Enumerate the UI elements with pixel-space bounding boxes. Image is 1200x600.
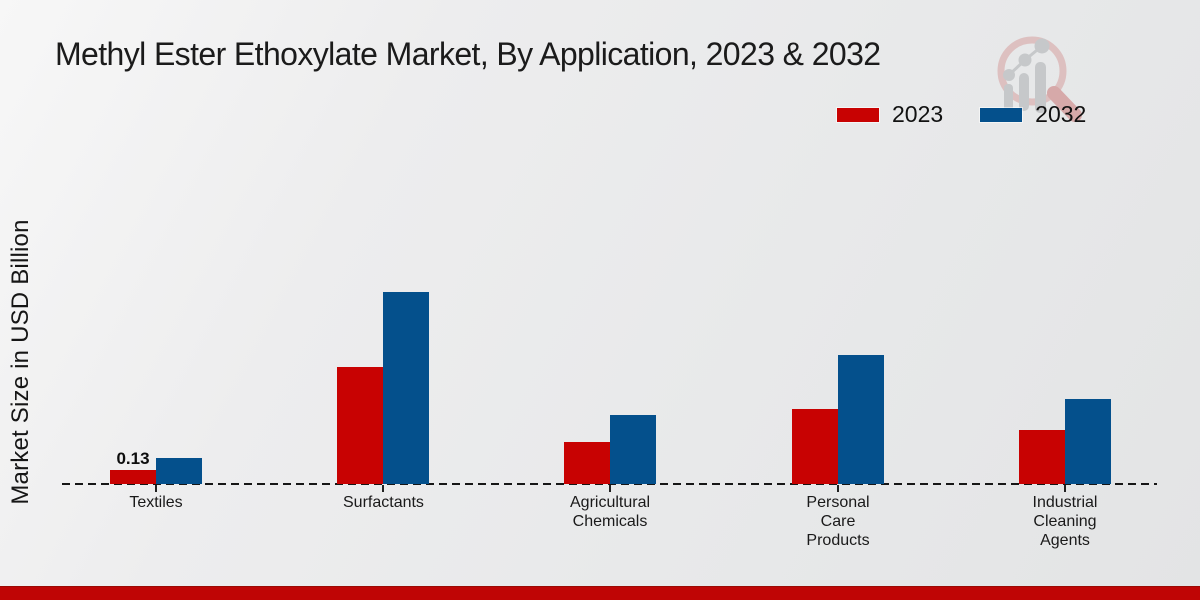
bar-2023-textiles [110,470,156,484]
bar-2032-personal-care-products [838,355,884,484]
legend-label-2023: 2023 [892,101,944,127]
legend-item-2032: 2032 [980,101,1086,128]
legend-swatch-2032 [980,107,1023,122]
axis-baseline [62,483,1157,485]
x-axis-tick [382,485,384,492]
x-axis-label-personal-care-products: Personal Care Products [768,493,908,550]
x-axis-tick [1064,485,1066,492]
legend-item-2023: 2023 [837,101,943,128]
bar-2032-industrial-cleaning-agents [1065,399,1111,484]
x-axis-label-text: Textiles [129,494,183,511]
x-axis-tick [609,485,611,492]
legend-swatch-2023 [837,107,879,122]
x-axis-tick [155,485,157,492]
x-axis-label-surfactants: Surfactants [313,493,453,512]
x-axis-label-text: Industrial Cleaning Agents [1032,494,1098,549]
bar-2032-agricultural-chemicals [610,415,656,484]
x-axis-label-text: Personal Care Products [806,494,870,549]
bar-2032-surfactants [383,292,429,484]
x-axis-label-industrial-cleaning-agents: Industrial Cleaning Agents [995,493,1135,550]
x-axis-label-text: Surfactants [343,494,424,511]
footer-accent-band [0,586,1200,600]
x-axis-label-text: Agricultural Chemicals [570,494,651,530]
bar-2023-industrial-cleaning-agents [1019,430,1065,484]
chart-title: Methyl Ester Ethoxylate Market, By Appli… [55,36,881,72]
x-axis-tick [837,485,839,492]
bar-2032-textiles [156,458,202,484]
bar-2023-personal-care-products [792,409,838,484]
x-axis-label-textiles: Textiles [86,493,226,512]
bar-2023-agricultural-chemicals [564,442,610,484]
legend-label-2032: 2032 [1035,101,1087,127]
bar-value-label: 0.13 [116,449,150,468]
x-axis-label-agricultural-chemicals: Agricultural Chemicals [540,493,680,531]
chart-legend: 2023 2032 [837,101,1086,128]
magnifier-growth-chart-logo-icon [997,36,1082,122]
bar-2023-surfactants [337,367,383,484]
